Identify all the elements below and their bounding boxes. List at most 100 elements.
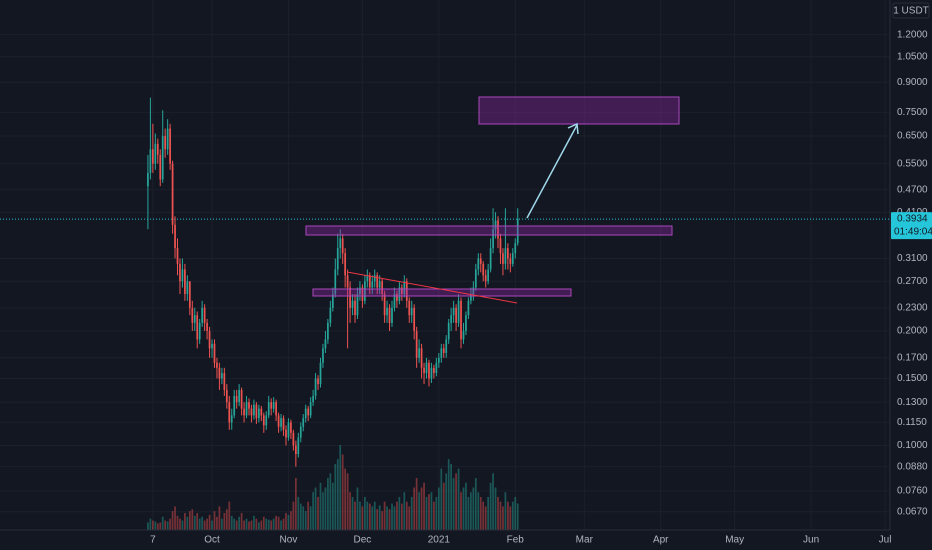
volume-bar bbox=[396, 501, 398, 530]
volume-bar bbox=[391, 503, 393, 530]
candle-body bbox=[393, 294, 396, 308]
candle-body bbox=[149, 149, 152, 173]
volume-bar bbox=[282, 518, 285, 530]
volume-bar bbox=[420, 487, 423, 530]
volume-bar bbox=[243, 520, 245, 530]
y-tick-label: 0.7500 bbox=[897, 107, 928, 118]
volume-bar bbox=[381, 511, 383, 530]
candle-body bbox=[388, 307, 391, 323]
y-tick-label: 0.1000 bbox=[897, 440, 928, 451]
volume-bar bbox=[201, 516, 204, 530]
candle-body bbox=[147, 172, 149, 187]
volume-bar bbox=[181, 520, 184, 530]
candle-body bbox=[378, 281, 381, 288]
x-tick-label: Nov bbox=[280, 535, 298, 546]
candle-body bbox=[396, 294, 398, 301]
candle-body bbox=[218, 367, 221, 379]
volume-bar bbox=[297, 496, 300, 530]
volume-bar bbox=[314, 487, 317, 530]
volume-bar bbox=[445, 473, 448, 530]
volume-bar bbox=[230, 515, 233, 530]
y-tick-label: 0.0880 bbox=[897, 461, 928, 472]
candle-body bbox=[349, 287, 351, 308]
candle-body bbox=[297, 437, 300, 455]
candle-body bbox=[425, 362, 428, 374]
candle-body bbox=[208, 330, 211, 349]
volume-bar bbox=[435, 496, 438, 530]
candle-body bbox=[445, 339, 448, 354]
volume-bar bbox=[428, 494, 430, 530]
volume-bar bbox=[270, 520, 273, 530]
volume-bar bbox=[211, 520, 213, 530]
volume-bar bbox=[373, 501, 376, 530]
volume-bar bbox=[440, 468, 443, 530]
candle-body bbox=[430, 367, 433, 379]
y-tick-label: 0.1300 bbox=[897, 397, 928, 408]
volume-bar bbox=[388, 509, 391, 530]
candle-body bbox=[460, 300, 462, 340]
volume-bar bbox=[511, 501, 514, 530]
projection-arrow bbox=[526, 124, 578, 219]
candle-body bbox=[171, 163, 174, 225]
volume-bar bbox=[228, 501, 231, 530]
candle-body bbox=[354, 300, 356, 316]
x-tick-label: Mar bbox=[576, 535, 594, 546]
volume-bar bbox=[349, 492, 351, 530]
volume-bar bbox=[364, 496, 366, 530]
volume-bar bbox=[164, 520, 167, 530]
candle-body bbox=[287, 422, 290, 438]
candle-body bbox=[465, 315, 467, 331]
volume-bar bbox=[403, 492, 406, 530]
grid bbox=[0, 218, 890, 220]
volume-bar bbox=[216, 516, 218, 530]
volume-bar bbox=[462, 487, 465, 530]
volume-bar bbox=[235, 520, 238, 530]
volume-bar bbox=[474, 478, 477, 530]
x-tick-label: 7 bbox=[150, 535, 156, 546]
candle-body bbox=[169, 128, 171, 164]
volume-bar bbox=[277, 516, 280, 530]
candle-body bbox=[435, 362, 438, 374]
volume-bar bbox=[502, 506, 504, 530]
candle-body bbox=[184, 269, 186, 295]
volume-bar bbox=[188, 511, 191, 530]
volume-bar bbox=[191, 509, 194, 530]
candle-body bbox=[477, 258, 480, 270]
candle-body bbox=[341, 238, 344, 254]
candle-body bbox=[386, 307, 388, 316]
volume-bar bbox=[497, 496, 499, 530]
volume-bar bbox=[221, 518, 223, 530]
candle-body bbox=[151, 149, 154, 164]
candle-body bbox=[262, 415, 265, 426]
volume-bar bbox=[299, 503, 302, 530]
volume-bar bbox=[425, 496, 428, 530]
candle-body bbox=[294, 445, 297, 455]
candle-body bbox=[516, 219, 519, 244]
candle-body bbox=[196, 315, 199, 340]
volume-bar bbox=[472, 487, 475, 530]
candle-body bbox=[159, 154, 162, 180]
candle-body bbox=[497, 220, 499, 239]
y-tick-label: 0.1500 bbox=[897, 373, 928, 384]
candle-body bbox=[164, 136, 167, 150]
candle-body bbox=[302, 418, 305, 427]
volume-bar bbox=[442, 482, 445, 530]
candle-body bbox=[314, 378, 317, 396]
x-tick-label: Apr bbox=[653, 535, 669, 546]
volume-bar bbox=[302, 506, 305, 530]
candle-body bbox=[250, 408, 253, 416]
candle-body bbox=[373, 275, 376, 282]
volume-bar bbox=[324, 487, 327, 530]
candle-body bbox=[248, 402, 250, 409]
candle-body bbox=[322, 348, 324, 363]
candle-body bbox=[223, 373, 226, 390]
volume-bar bbox=[294, 478, 297, 530]
volume-bar bbox=[184, 513, 186, 530]
candle-body bbox=[292, 432, 295, 446]
candle-body bbox=[418, 348, 420, 358]
y-tick-label: 0.0670 bbox=[897, 506, 928, 517]
volume-bar bbox=[509, 506, 512, 530]
volume-bar bbox=[154, 521, 157, 530]
volume-bar bbox=[233, 518, 236, 530]
volume-bar bbox=[169, 518, 171, 530]
